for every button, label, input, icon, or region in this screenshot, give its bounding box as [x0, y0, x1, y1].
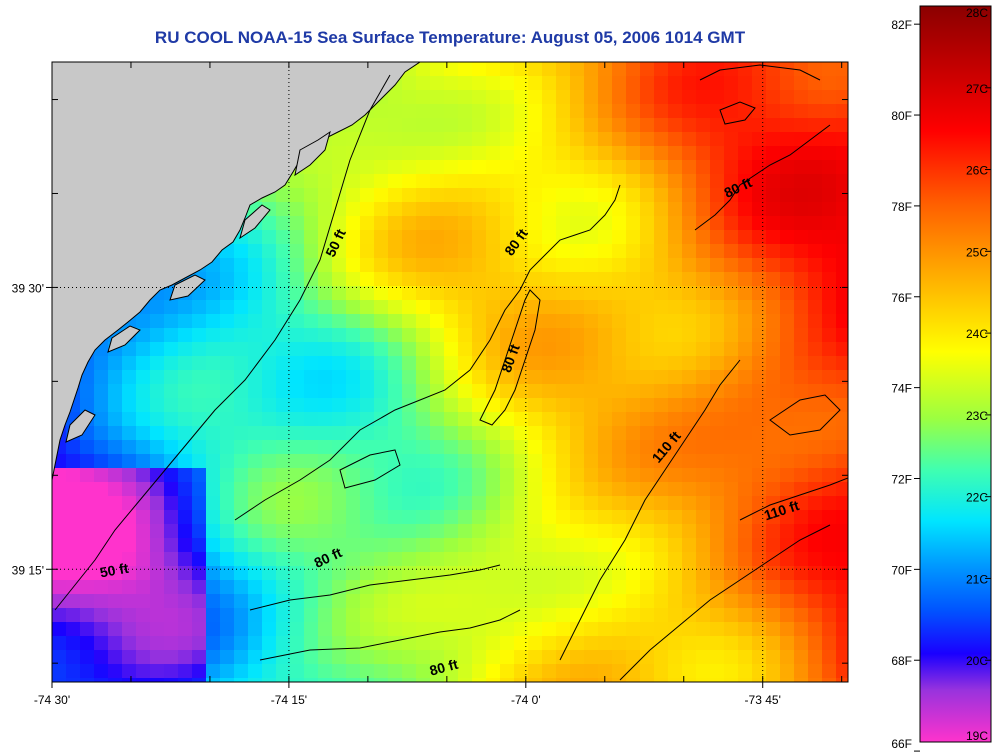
- x-tick-label: -74 15': [271, 693, 307, 707]
- colorbar-fahrenheit-label: 82F: [891, 18, 912, 32]
- colorbar-fahrenheit-label: 66F: [891, 737, 912, 751]
- contour-80ft-west: [234, 184, 621, 521]
- contour-50ft: [54, 74, 391, 611]
- colorbar-fahrenheit-label: 80F: [891, 109, 912, 123]
- x-tick-label: -73 45': [745, 693, 781, 707]
- contour-80ft-ne-blob: [719, 101, 756, 125]
- colorbar-celsius-label: 27C: [966, 82, 988, 96]
- contour-misc-1: [339, 449, 401, 489]
- contour-misc-2: [699, 64, 821, 81]
- colorbar: [919, 5, 992, 743]
- contour-110ft-east: [739, 477, 848, 521]
- x-tick-label: -74 0': [511, 693, 541, 707]
- contour-80ft-lower: [259, 609, 521, 661]
- contour-110ft-se: [619, 524, 831, 681]
- plot-frame: [51, 61, 849, 683]
- colorbar-celsius-label: 24C: [966, 327, 988, 341]
- colorbar-celsius-label: 28C: [966, 6, 988, 20]
- colorbar-celsius-label: 26C: [966, 164, 988, 178]
- colorbar-celsius-label: 20C: [966, 654, 988, 668]
- colorbar-fahrenheit-label: 70F: [891, 563, 912, 577]
- map-title: RU COOL NOAA-15 Sea Surface Temperature:…: [154, 28, 746, 47]
- graticule: [52, 62, 848, 682]
- land-mass: [52, 62, 421, 481]
- contour-label: 50 ft: [99, 560, 130, 581]
- y-tick-label: 39 30': [12, 281, 44, 295]
- contour-80ft-south: [249, 564, 501, 611]
- contour-80ft-ridge: [479, 289, 541, 426]
- contour-misc-3: [769, 394, 841, 436]
- colorbar-fahrenheit-label: 72F: [891, 472, 912, 486]
- contour-80ft-northeast: [694, 124, 831, 231]
- colorbar-fahrenheit-label: 68F: [891, 654, 912, 668]
- y-tick-label: 39 15': [12, 563, 44, 577]
- bathymetry-contours: [54, 64, 848, 681]
- colorbar-celsius-label: 21C: [966, 572, 988, 586]
- axis-ticks: [46, 62, 848, 688]
- colorbar-celsius-label: 19C: [966, 729, 988, 743]
- contour-label: 80 ft: [428, 656, 460, 679]
- colorbar-celsius-label: 22C: [966, 491, 988, 505]
- colorbar-celsius-label: 25C: [966, 245, 988, 259]
- colorbar-fahrenheit-label: 78F: [891, 200, 912, 214]
- x-tick-label: -74 30': [34, 693, 70, 707]
- colorbar-celsius-label: 23C: [966, 409, 988, 423]
- barrier-islands: [65, 130, 331, 443]
- contour-110ft: [559, 359, 741, 661]
- colorbar-fahrenheit-label: 76F: [891, 291, 912, 305]
- colorbar-fahrenheit-label: 74F: [891, 382, 912, 396]
